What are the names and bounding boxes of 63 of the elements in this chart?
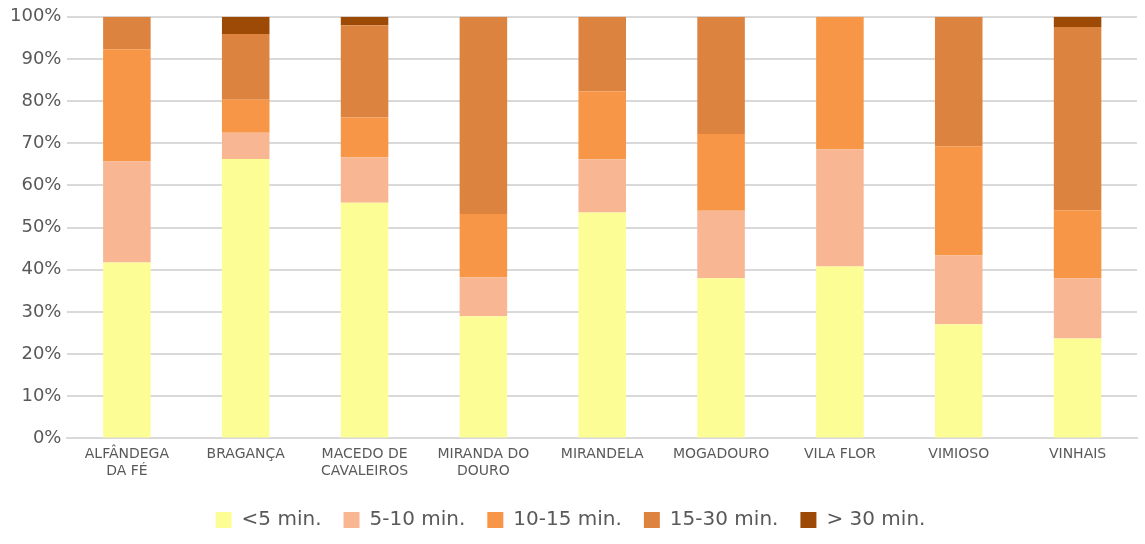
bar <box>1053 338 1102 438</box>
legend-label: 15-30 min. <box>669 506 779 531</box>
y-tick-label: 0% <box>32 426 62 448</box>
x-tick-label: BRAGANÇA <box>206 445 286 462</box>
y-tick-label: 100% <box>9 4 62 26</box>
bar <box>816 149 864 267</box>
bar <box>697 134 745 211</box>
bar <box>221 158 270 438</box>
legend-label: 10-15 min. <box>513 506 622 531</box>
x-tick-label: MACEDO DE CAVALEIROS <box>320 445 409 479</box>
y-tick-label: 60% <box>21 173 62 195</box>
bar <box>1053 26 1102 211</box>
bar <box>934 146 983 256</box>
bar <box>816 16 864 150</box>
bar <box>103 262 151 438</box>
bar <box>459 316 508 438</box>
x-tick-label: VINHAIS <box>1048 445 1107 462</box>
y-tick-label: 20% <box>21 341 62 363</box>
bar <box>816 266 864 438</box>
bar <box>103 161 151 263</box>
legend-label: 5-10 min. <box>369 506 466 531</box>
legend-label: > 30 min. <box>826 506 926 531</box>
bar <box>934 255 983 325</box>
bar <box>340 157 389 203</box>
y-tick-label: 40% <box>21 257 62 279</box>
bar <box>221 34 270 100</box>
bar <box>340 25 389 118</box>
bar <box>340 16 389 26</box>
bar <box>221 99 270 133</box>
bar <box>578 91 626 160</box>
bar <box>697 16 745 135</box>
bar <box>1053 210 1102 279</box>
bar <box>103 16 151 50</box>
bar <box>697 278 745 438</box>
legend-label: <5 min. <box>241 506 322 531</box>
bar <box>697 210 745 279</box>
bar <box>221 132 270 159</box>
bar <box>459 277 508 317</box>
bar <box>459 16 508 215</box>
bar <box>578 212 626 438</box>
y-tick-label: 70% <box>21 130 62 152</box>
bar <box>578 16 626 92</box>
y-tick-label: 30% <box>21 299 62 321</box>
bar <box>934 324 983 438</box>
x-tick-label: MIRANDELA <box>560 445 645 462</box>
bar <box>459 214 508 278</box>
bar <box>221 16 270 35</box>
x-tick-label: VIMIOSO <box>928 445 990 462</box>
y-tick-label: 10% <box>21 383 62 405</box>
bar <box>340 202 389 438</box>
bar <box>340 117 389 158</box>
x-tick-label: MOGADOURO <box>672 445 770 462</box>
x-tick-label: ALFÂNDEGA DA FÉ <box>84 444 170 479</box>
bar <box>1053 16 1102 27</box>
y-tick-label: 90% <box>21 46 62 68</box>
x-tick-label: VILA FLOR <box>803 445 877 462</box>
bar <box>1053 278 1102 339</box>
bar <box>578 159 626 213</box>
y-tick-label: 50% <box>21 215 62 237</box>
bar <box>103 49 151 162</box>
bar <box>934 16 983 147</box>
x-tick-label: MIRANDA DO DOURO <box>437 445 530 479</box>
y-tick-label: 80% <box>21 88 62 110</box>
